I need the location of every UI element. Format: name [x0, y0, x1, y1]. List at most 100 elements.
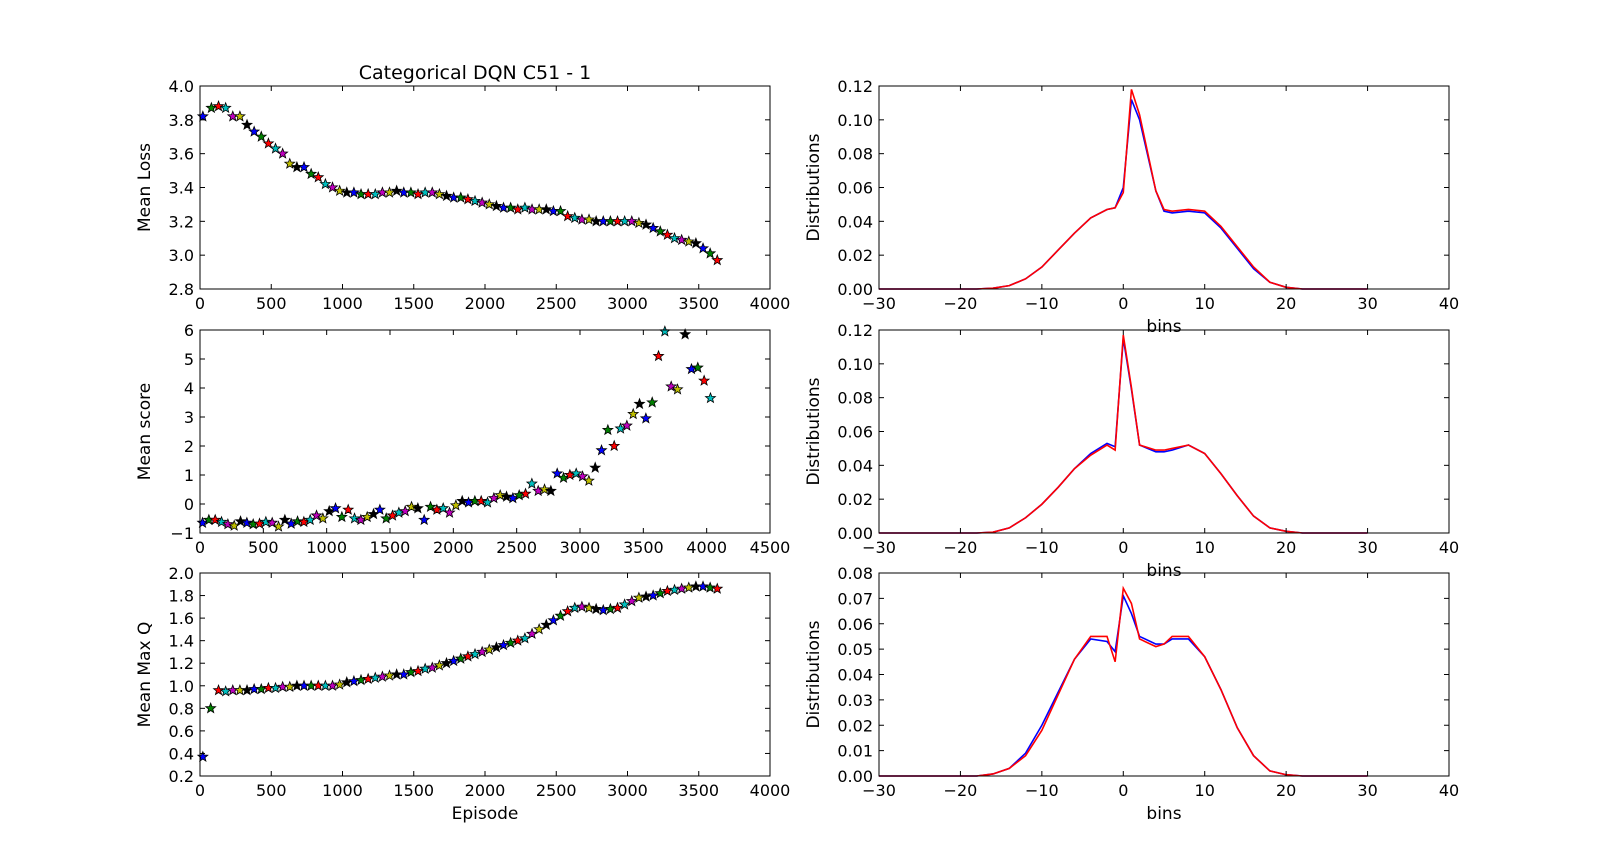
x-tick-label: −10 [1025, 781, 1059, 800]
data-point [310, 509, 323, 521]
data-point [597, 603, 610, 616]
data-point [312, 171, 325, 183]
data-point [215, 515, 228, 528]
data-point [272, 520, 285, 532]
x-tick-label: 0 [195, 294, 205, 313]
x-tick-label: 20 [1276, 538, 1296, 557]
data-point [475, 494, 488, 507]
data-point [276, 147, 289, 159]
y-tick-label: 0.00 [837, 524, 873, 543]
y-tick-label: 0.05 [837, 640, 873, 659]
data-point [561, 209, 574, 222]
x-tick-label: 1500 [393, 781, 434, 800]
data-point [625, 215, 638, 227]
x-tick-label: 0 [1118, 781, 1128, 800]
data-point [661, 228, 674, 240]
x-tick-label: 30 [1357, 538, 1377, 557]
data-point [675, 233, 688, 246]
y-axis-label: Mean Loss [135, 143, 155, 232]
y-tick-label: 4.0 [169, 77, 194, 96]
data-point [518, 201, 531, 213]
axes-frame [878, 329, 1450, 534]
x-tick-label: 2000 [433, 538, 474, 557]
data-point [411, 502, 424, 514]
x-tick-label: 2500 [496, 538, 537, 557]
data-point [255, 682, 268, 695]
data-point [316, 512, 329, 524]
data-point [704, 581, 717, 593]
data-point [483, 198, 496, 210]
y-tick-label: 1 [184, 466, 194, 485]
x-tick-label: 3000 [607, 781, 648, 800]
data-point [219, 101, 232, 114]
data-point [241, 683, 254, 696]
x-tick-label: 4500 [750, 538, 791, 557]
data-point [570, 467, 583, 479]
data-point [611, 601, 624, 614]
y-tick-label: 0.04 [837, 456, 873, 475]
data-point [697, 242, 710, 254]
data-point [342, 503, 355, 515]
series-line-1 [879, 89, 1368, 290]
x-tick-label: 0 [1118, 538, 1128, 557]
data-point [373, 503, 386, 515]
data-point [440, 189, 453, 202]
data-point [601, 423, 614, 436]
data-point [595, 444, 608, 456]
data-point [426, 186, 439, 198]
data-point [278, 513, 291, 526]
x-tick-label: 500 [248, 538, 279, 557]
data-point [418, 513, 431, 526]
data-point [326, 679, 339, 691]
data-point [711, 253, 724, 266]
data-point [547, 614, 560, 626]
data-point [424, 500, 437, 513]
x-axis-label: bins [1146, 804, 1181, 824]
data-point [437, 502, 450, 514]
x-tick-label: 2500 [536, 781, 577, 800]
x-tick-label: 4000 [686, 538, 727, 557]
x-tick-label: −20 [944, 781, 978, 800]
data-point [561, 605, 574, 617]
data-point [490, 641, 503, 653]
x-tick-label: 10 [1195, 781, 1215, 800]
data-point [551, 467, 564, 479]
data-point [221, 517, 234, 530]
y-tick-label: 5 [184, 350, 194, 369]
x-tick-label: 1000 [306, 538, 347, 557]
y-tick-label: 0.10 [837, 355, 873, 374]
y-axis-label: Distributions [804, 620, 824, 728]
y-tick-label: 1.6 [169, 609, 194, 628]
data-point [554, 609, 567, 621]
x-tick-label: −10 [1025, 294, 1059, 313]
x-tick-label: 1500 [370, 538, 411, 557]
data-point [447, 654, 460, 667]
data-point [369, 671, 382, 684]
series-line-1 [879, 334, 1368, 534]
data-point [461, 193, 474, 205]
data-point [362, 672, 375, 685]
y-tick-label: 0.2 [169, 767, 194, 786]
y-tick-label: 4 [184, 379, 194, 398]
data-point [575, 600, 588, 612]
data-point [494, 488, 507, 501]
data-point [333, 678, 346, 690]
x-tick-label: 1000 [322, 781, 363, 800]
data-point [419, 662, 432, 674]
x-axis-label: Episode [452, 804, 519, 824]
y-axis-label: Distributions [804, 377, 824, 485]
x-tick-label: 30 [1357, 781, 1377, 800]
y-tick-label: 0.06 [837, 615, 873, 634]
data-point [241, 118, 254, 131]
y-tick-label: 1.2 [169, 654, 194, 673]
x-tick-label: 3500 [678, 294, 719, 313]
data-point [469, 194, 482, 207]
chart-dist2: −30 −20 −10 0 10 20 30 40 0.00 0.02 0.04 0.06 0.08 0.… [804, 321, 1459, 581]
y-tick-label: 6 [184, 321, 194, 340]
x-tick-label: 3000 [607, 294, 648, 313]
data-point [454, 191, 467, 203]
y-tick-label: −1 [170, 524, 194, 543]
chart-loss: 0 500 1000 1500 2000 2500 3000 3500 4000 2.8 3.0 3.… [135, 62, 790, 313]
axes-frame [199, 329, 771, 534]
